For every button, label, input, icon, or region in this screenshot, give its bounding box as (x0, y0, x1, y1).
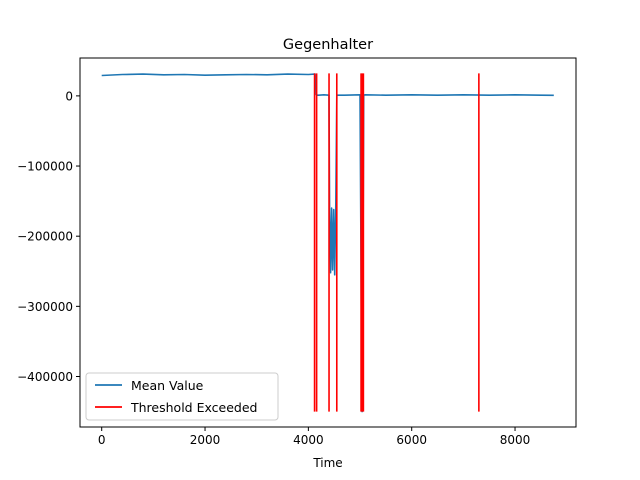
y-tick-label-4: −400000 (17, 370, 73, 384)
legend: Mean Value Threshold Exceeded (85, 372, 279, 421)
x-tick-label-0: 0 (98, 433, 106, 447)
y-tick-label-3: −300000 (17, 300, 73, 314)
x-tick-label-1: 2000 (190, 433, 221, 447)
series-line-0 (101, 73, 554, 413)
x-tick-label-2: 4000 (293, 433, 324, 447)
y-tick-label-2: −200000 (17, 230, 73, 244)
plot-area (101, 73, 554, 413)
y-tick-label-0: 0 (65, 89, 73, 103)
chart-title: Gegenhalter (283, 37, 373, 53)
legend-frame (85, 372, 279, 421)
legend-label-threshold-exceeded: Threshold Exceeded (130, 400, 257, 415)
y-tick-label-1: −100000 (17, 160, 73, 174)
legend-label-mean-value: Mean Value (131, 378, 204, 393)
x-tick-label-3: 6000 (396, 433, 427, 447)
axes-frame (79, 57, 577, 428)
x-tick-label-4: 8000 (500, 433, 531, 447)
x-axis: 0 2000 4000 6000 8000 (98, 427, 530, 447)
x-axis-label: Time (312, 456, 342, 470)
y-axis: 0 −100000 −200000 −300000 −400000 (17, 89, 80, 384)
